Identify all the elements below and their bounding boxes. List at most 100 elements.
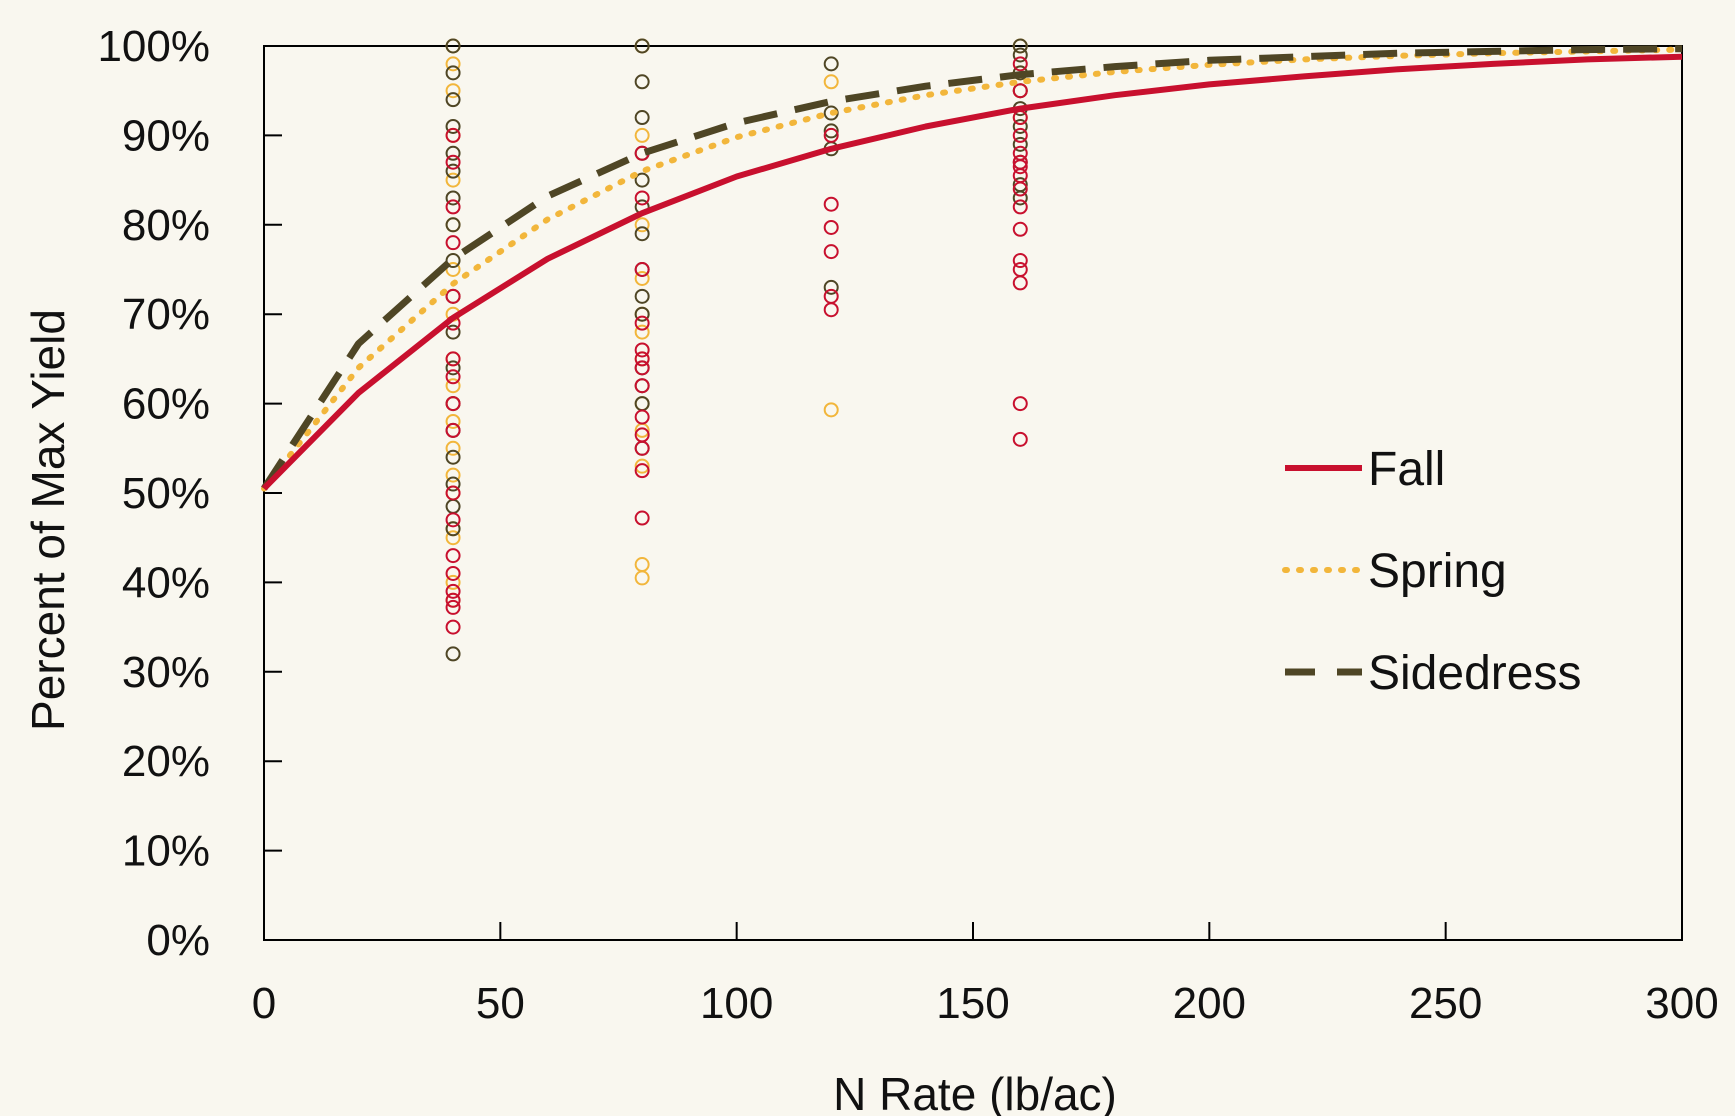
data-point bbox=[445, 440, 461, 456]
legend-label-fall: Fall bbox=[1368, 443, 1445, 496]
data-point bbox=[445, 288, 461, 304]
data-point bbox=[445, 413, 461, 429]
data-point bbox=[445, 235, 461, 251]
data-point bbox=[634, 270, 650, 286]
data-point bbox=[445, 83, 461, 99]
data-point bbox=[634, 351, 650, 367]
data-point bbox=[445, 378, 461, 394]
data-point bbox=[823, 196, 839, 212]
data-point bbox=[634, 38, 650, 54]
data-point bbox=[445, 127, 461, 143]
data-point bbox=[634, 324, 650, 340]
data-point bbox=[634, 217, 650, 233]
data-point bbox=[445, 217, 461, 233]
data-point bbox=[823, 219, 839, 235]
data-point bbox=[445, 467, 461, 483]
x-axis-ticks: 0 50 100 150 200 250 300 bbox=[252, 922, 1719, 1028]
x-tick-label: 250 bbox=[1409, 979, 1482, 1028]
x-axis-title: N Rate (lb/ac) bbox=[833, 1068, 1117, 1116]
data-point bbox=[445, 38, 461, 54]
y-tick-label: 80% bbox=[122, 201, 210, 250]
data-point bbox=[1012, 253, 1028, 269]
y-axis-ticks: 0% 10% 20% 30% 40% 50% 60% 70% 80% 90% 100% bbox=[97, 22, 282, 965]
data-point bbox=[445, 646, 461, 662]
y-tick-label: 20% bbox=[122, 737, 210, 786]
x-tick-label: 150 bbox=[936, 979, 1009, 1028]
x-tick-label: 50 bbox=[476, 979, 525, 1028]
data-point bbox=[634, 226, 650, 242]
data-point bbox=[823, 244, 839, 260]
data-point bbox=[445, 565, 461, 581]
data-point bbox=[445, 154, 461, 170]
data-point bbox=[634, 557, 650, 573]
data-point bbox=[823, 288, 839, 304]
data-point bbox=[445, 512, 461, 528]
series-sidedress-curve bbox=[261, 45, 1683, 491]
data-point bbox=[445, 56, 461, 72]
data-point bbox=[445, 521, 461, 537]
y-tick-label: 50% bbox=[122, 469, 210, 518]
data-point bbox=[1012, 56, 1028, 72]
x-tick-label: 200 bbox=[1173, 979, 1246, 1028]
series-fall-curve bbox=[261, 53, 1683, 491]
y-tick-label: 10% bbox=[122, 827, 210, 876]
data-point bbox=[634, 306, 650, 322]
data-point bbox=[823, 402, 839, 418]
series-fall-points bbox=[445, 56, 1028, 635]
data-point bbox=[634, 427, 650, 443]
legend-label-sidedress: Sidedress bbox=[1368, 647, 1581, 700]
data-point bbox=[445, 118, 461, 134]
data-point bbox=[823, 279, 839, 295]
data-point bbox=[634, 190, 650, 206]
data-point bbox=[634, 342, 650, 358]
data-point bbox=[445, 583, 461, 599]
data-point bbox=[1012, 145, 1028, 161]
data-point bbox=[445, 485, 461, 501]
data-point bbox=[445, 548, 461, 564]
x-tick-label: 300 bbox=[1645, 979, 1718, 1028]
data-point bbox=[445, 422, 461, 438]
data-point bbox=[1012, 262, 1028, 277]
data-point bbox=[1012, 199, 1028, 215]
data-point bbox=[634, 409, 650, 425]
data-point bbox=[1012, 154, 1028, 170]
data-point bbox=[634, 463, 650, 479]
data-point bbox=[1012, 396, 1028, 412]
data-point bbox=[823, 127, 839, 143]
data-point bbox=[445, 351, 461, 367]
data-point bbox=[1012, 118, 1028, 134]
data-point bbox=[445, 592, 461, 608]
y-axis-title: Percent of Max Yield bbox=[22, 309, 74, 731]
data-point bbox=[634, 458, 650, 474]
data-point bbox=[634, 510, 650, 526]
plot-area bbox=[261, 38, 1685, 941]
data-point bbox=[634, 127, 650, 143]
y-tick-label: 70% bbox=[122, 290, 210, 339]
data-point bbox=[634, 315, 650, 331]
data-point bbox=[634, 74, 650, 90]
data-point bbox=[823, 74, 839, 90]
data-point bbox=[1012, 136, 1028, 152]
data-point bbox=[445, 476, 461, 492]
data-point bbox=[445, 262, 461, 277]
data-point bbox=[634, 110, 650, 126]
data-point bbox=[445, 92, 461, 108]
data-point bbox=[445, 145, 461, 161]
data-point bbox=[445, 172, 461, 188]
data-point bbox=[1012, 38, 1028, 54]
data-point bbox=[1012, 47, 1028, 63]
data-point bbox=[445, 396, 461, 412]
y-tick-label: 60% bbox=[122, 380, 210, 429]
y-tick-label: 30% bbox=[122, 648, 210, 697]
y-tick-label: 90% bbox=[122, 111, 210, 160]
data-point bbox=[634, 360, 650, 376]
data-point bbox=[445, 199, 461, 215]
y-tick-label: 100% bbox=[97, 22, 210, 71]
y-tick-label: 0% bbox=[146, 916, 210, 965]
data-point bbox=[1012, 83, 1028, 99]
data-point bbox=[445, 574, 461, 590]
data-point bbox=[1012, 221, 1028, 237]
data-point bbox=[445, 449, 461, 465]
data-point bbox=[445, 163, 461, 179]
